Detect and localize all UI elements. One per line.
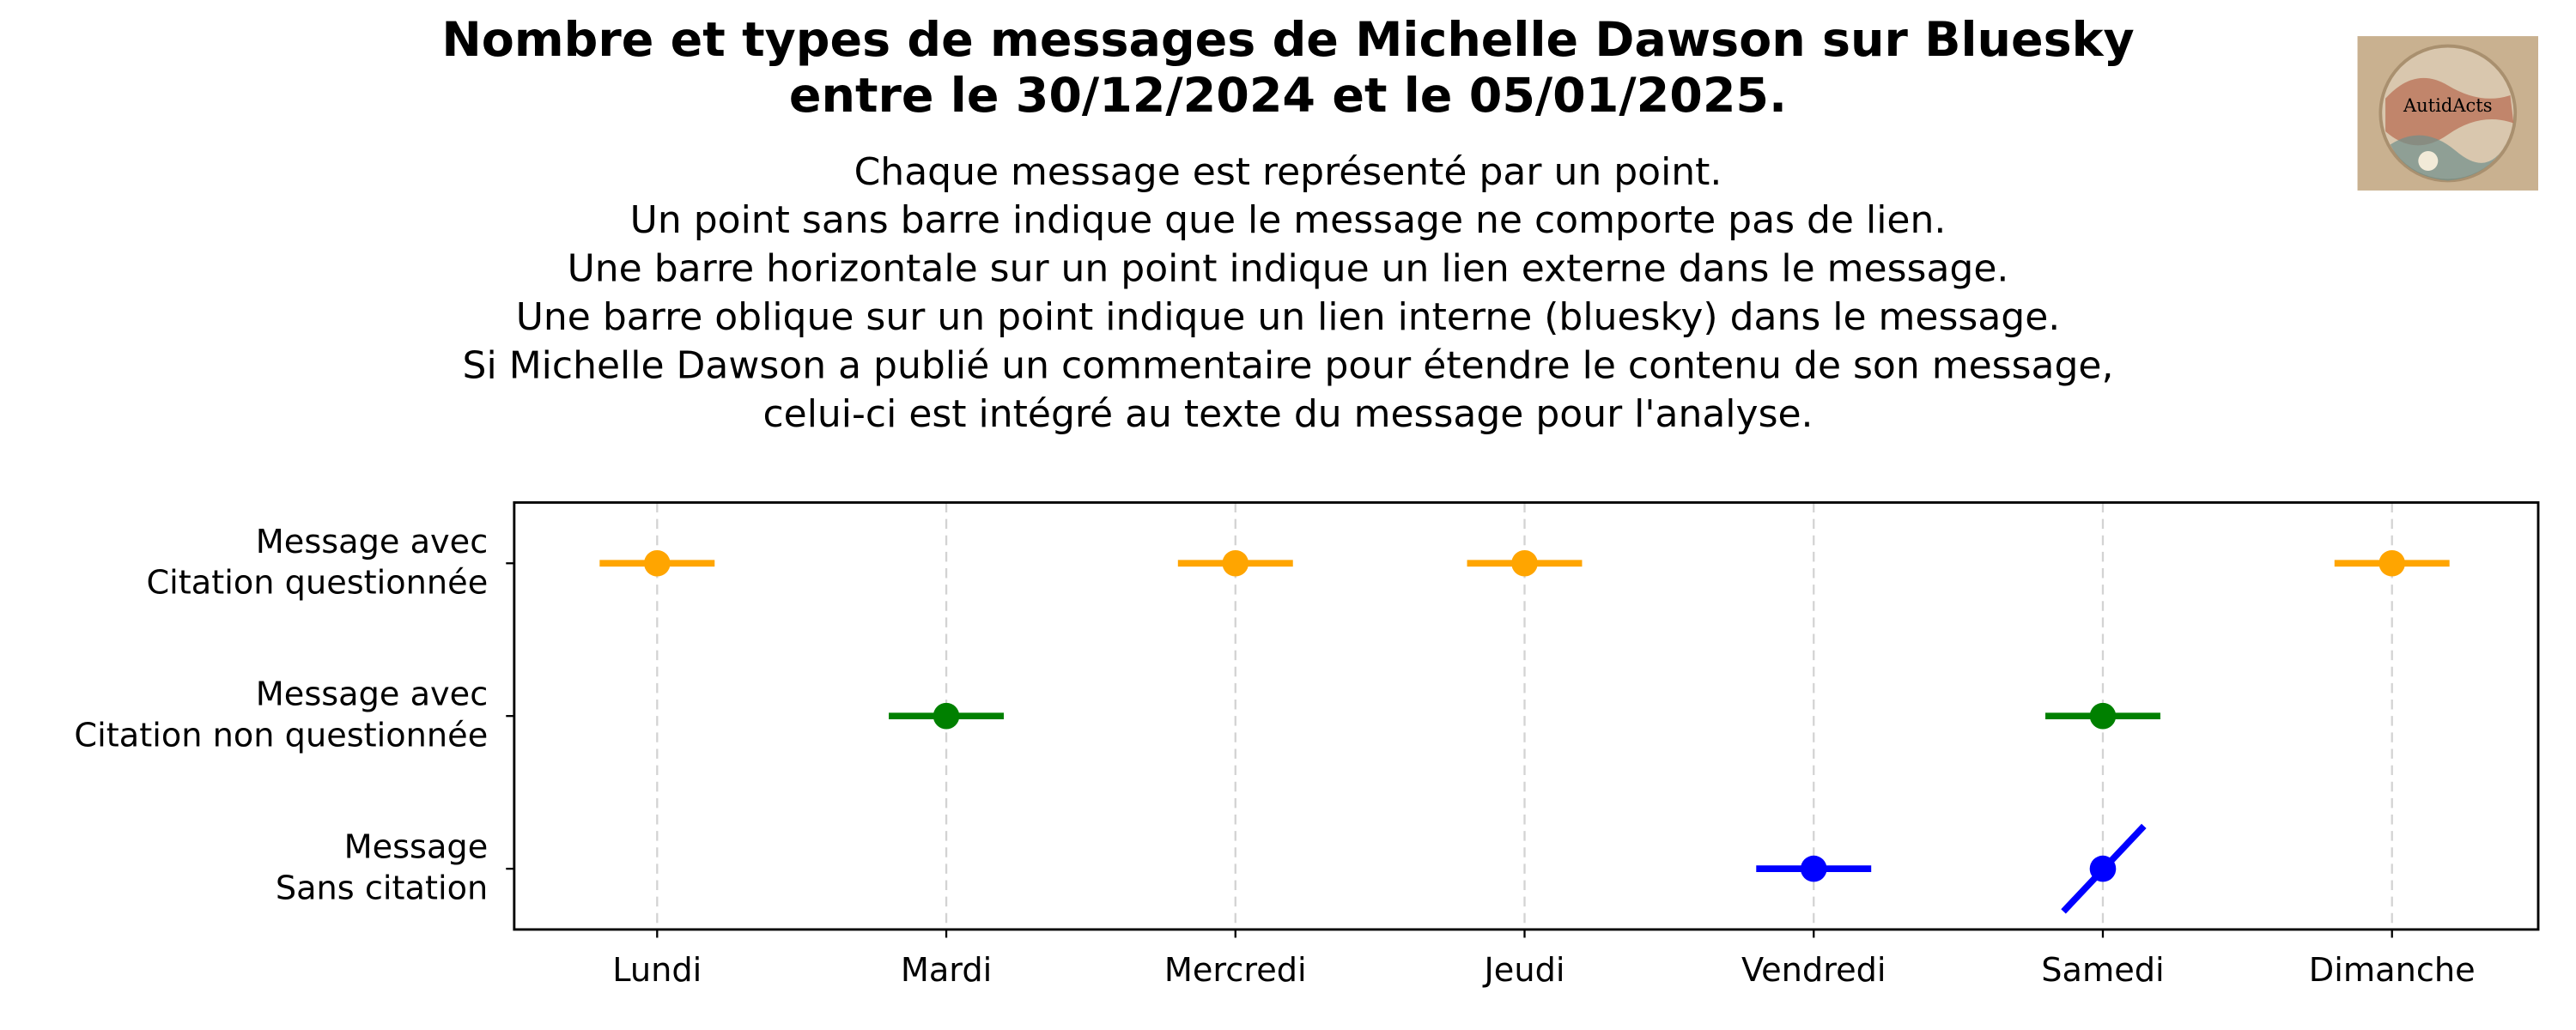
logo-mark: AutidActs xyxy=(2403,94,2493,116)
message-point xyxy=(2379,549,2406,577)
logo: AutidActs xyxy=(2357,36,2538,191)
x-tick-label: Samedi xyxy=(2041,951,2164,990)
message-point xyxy=(1800,855,1827,882)
message-point xyxy=(1222,549,1249,577)
message-point xyxy=(933,702,960,730)
message-point xyxy=(2089,855,2117,882)
message-point xyxy=(644,549,671,577)
y-tick-label: Citation non questionnée xyxy=(74,717,488,755)
chart-subtitle: Une barre oblique sur un point indique u… xyxy=(516,295,2061,339)
x-tick-label: Jeudi xyxy=(1483,951,1565,990)
x-tick-label: Mardi xyxy=(901,951,992,990)
x-tick-label: Vendredi xyxy=(1741,951,1886,990)
x-tick-label: Lundi xyxy=(612,951,702,990)
chart-title: Nombre et types de messages de Michelle … xyxy=(441,13,2134,68)
x-tick-label: Dimanche xyxy=(2309,951,2476,990)
chart-title: entre le 30/12/2024 et le 05/01/2025. xyxy=(789,69,1787,124)
y-tick-label: Message xyxy=(344,828,489,867)
chart-subtitle: Un point sans barre indique que le messa… xyxy=(630,198,1947,242)
y-tick-label: Message avec xyxy=(256,676,488,714)
chart-subtitle: Une barre horizontale sur un point indiq… xyxy=(568,247,2009,291)
chart-subtitle: Si Michelle Dawson a publié un commentai… xyxy=(463,344,2114,388)
message-point xyxy=(1511,549,1538,577)
y-tick-label: Sans citation xyxy=(276,869,488,907)
chart-subtitle: celui-ci est intégré au texte du message… xyxy=(762,392,1813,436)
x-tick-label: Mercredi xyxy=(1164,951,1307,990)
y-tick-label: Message avec xyxy=(256,523,488,561)
y-tick-label: Citation questionnée xyxy=(146,564,488,603)
message-point xyxy=(2089,702,2117,730)
plot-frame xyxy=(513,501,2540,931)
chart-subtitle: Chaque message est représenté par un poi… xyxy=(854,150,1722,194)
